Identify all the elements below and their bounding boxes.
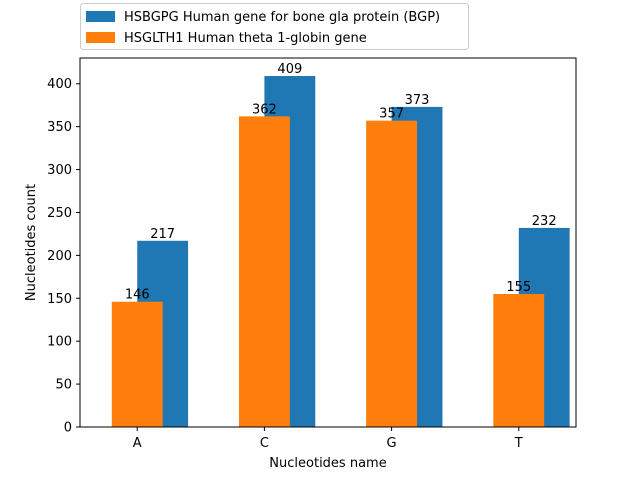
data-labels: 217 409 373 232 146 362 357 155: [125, 62, 557, 303]
data-label: 217: [150, 227, 175, 242]
y-tick-label: 50: [55, 378, 72, 393]
legend: HSBGPG Human gene for bone gla protein (…: [80, 3, 469, 50]
data-label: 409: [277, 62, 302, 77]
data-label: 373: [405, 93, 430, 108]
y-tick-label: 350: [47, 120, 72, 135]
legend-label: HSBGPG Human gene for bone gla protein (…: [124, 10, 440, 25]
x-tick-label: G: [387, 436, 397, 451]
y-tick-label: 150: [47, 292, 72, 307]
bar-theta-C: [238, 116, 290, 427]
y-tick-label: 250: [47, 206, 72, 221]
data-label: 357: [379, 107, 404, 122]
series-bars-front: [111, 116, 545, 427]
legend-swatch: [86, 11, 115, 22]
bar-theta-A: [111, 301, 163, 427]
x-axis-label: Nucleotides name: [269, 456, 386, 471]
y-axis: 0 50 100 150 200 250 300 350 400: [47, 77, 80, 436]
y-tick-label: 300: [47, 163, 72, 178]
y-tick-label: 100: [47, 335, 72, 350]
legend-label: HSGLTH1 Human theta 1-globin gene: [124, 31, 367, 46]
plot-frame: [79, 57, 577, 428]
x-tick-label: T: [514, 436, 523, 451]
bar-theta-T: [493, 293, 545, 427]
data-label: 146: [125, 288, 150, 303]
bar-theta-G: [366, 120, 418, 427]
legend-box: [80, 3, 469, 50]
y-tick-label: 400: [47, 77, 72, 92]
y-axis-label: Nucleotides count: [24, 184, 39, 301]
y-tick-label: 0: [64, 421, 72, 436]
y-tick-label: 200: [47, 249, 72, 264]
x-tick-label: A: [133, 436, 142, 451]
x-tick-label: C: [260, 436, 269, 451]
legend-swatch: [86, 32, 115, 43]
data-label: 232: [532, 214, 557, 229]
data-label: 155: [506, 280, 531, 295]
data-label: 362: [252, 102, 277, 117]
